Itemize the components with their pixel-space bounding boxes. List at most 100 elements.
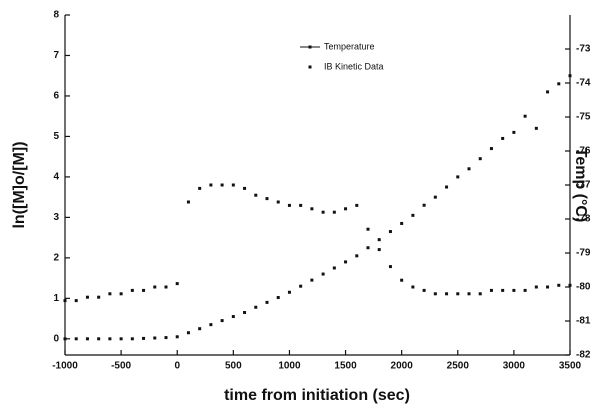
point [265, 197, 269, 201]
x-axis-title: time from initiation (sec) [224, 387, 410, 404]
x-tick-label: 0 [174, 361, 180, 372]
legend-label: IB Kinetic Data [324, 61, 384, 71]
y-axis-title: ln([M]o/[M]) [11, 141, 28, 228]
point [422, 203, 426, 207]
point [130, 337, 134, 341]
y2-tick-label: -80 [576, 282, 591, 293]
point [489, 288, 493, 292]
point [388, 265, 392, 269]
y2-tick-label: -81 [576, 316, 591, 327]
point [276, 200, 280, 204]
point [445, 292, 449, 296]
legend-marker [308, 65, 312, 69]
y2-tick-label: -82 [576, 350, 591, 361]
point [321, 272, 325, 276]
point [478, 292, 482, 296]
point [433, 195, 437, 199]
point [321, 210, 325, 214]
point [108, 292, 112, 296]
x-tick-label: 3000 [503, 361, 526, 372]
point [119, 292, 123, 296]
y-tick-label: 8 [53, 10, 59, 21]
x-tick-label: 3500 [559, 361, 582, 372]
point [557, 283, 561, 287]
y2-tick-label: -74 [576, 78, 591, 89]
point [355, 203, 359, 207]
point [287, 203, 291, 207]
point [400, 221, 404, 225]
point [209, 183, 213, 187]
point [198, 327, 202, 331]
point [85, 337, 89, 341]
point [254, 193, 258, 197]
point [411, 213, 415, 217]
point [534, 285, 538, 289]
point [276, 296, 280, 300]
point [299, 203, 303, 207]
point [557, 82, 561, 86]
point [209, 323, 213, 327]
point [501, 288, 505, 292]
y2-tick-label: -75 [576, 112, 591, 123]
y-tick-label: 5 [53, 131, 59, 142]
point [546, 90, 550, 94]
legend-marker [308, 45, 312, 49]
y-tick-label: 6 [53, 91, 59, 102]
point [74, 337, 78, 341]
y2-tick-label: -73 [576, 44, 591, 55]
legend-label: Temperature [324, 41, 375, 51]
point [254, 305, 258, 309]
x-tick-label: -1000 [52, 361, 78, 372]
point [478, 157, 482, 161]
point [231, 183, 235, 187]
x-tick-label: -500 [111, 361, 131, 372]
point [411, 285, 415, 289]
point [467, 292, 471, 296]
x-tick-label: 2000 [391, 361, 414, 372]
point [243, 186, 247, 190]
y-tick-label: 1 [53, 293, 59, 304]
point [220, 319, 224, 323]
point [130, 288, 134, 292]
y-tick-label: 7 [53, 50, 59, 61]
point [175, 282, 179, 286]
point [186, 200, 190, 204]
point [97, 337, 101, 341]
y2-tick-label: -77 [576, 180, 591, 191]
point [231, 315, 235, 319]
point [523, 288, 527, 292]
point [287, 290, 291, 294]
point [445, 185, 449, 189]
point [512, 130, 516, 134]
point [85, 295, 89, 299]
point [355, 254, 359, 258]
point [175, 335, 179, 339]
point [265, 300, 269, 304]
point [388, 230, 392, 234]
y-tick-label: 3 [53, 212, 59, 223]
x-tick-label: 1500 [334, 361, 357, 372]
point [344, 260, 348, 264]
point [546, 285, 550, 289]
point [108, 337, 112, 341]
point [377, 248, 381, 252]
point [142, 336, 146, 340]
point [186, 331, 190, 335]
y-tick-label: 0 [53, 333, 59, 344]
point [164, 285, 168, 289]
point [243, 311, 247, 314]
point [501, 136, 505, 140]
y-tick-label: 4 [53, 172, 59, 183]
point [366, 227, 370, 231]
point [568, 74, 572, 78]
point [344, 207, 348, 211]
point [456, 175, 460, 179]
y2-axis-title: Temp (°C) [572, 148, 589, 223]
point [220, 183, 224, 187]
point [523, 114, 527, 118]
point [164, 336, 168, 340]
point [310, 207, 314, 211]
point [534, 126, 538, 130]
y2-tick-label: -79 [576, 248, 591, 259]
